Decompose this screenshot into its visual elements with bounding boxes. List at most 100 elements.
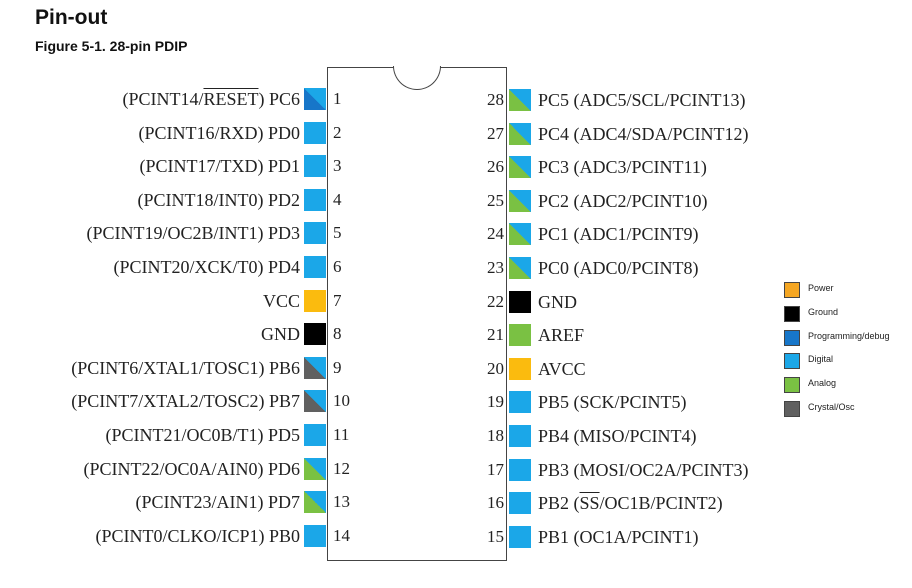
pin-color-swatch (509, 357, 531, 380)
pin-color-swatch (509, 425, 531, 447)
pin-label-text: PB1 (OC1A/PCINT1) (538, 526, 699, 547)
pin-label-text: AREF (538, 325, 585, 346)
pin-number: 4 (333, 189, 342, 209)
pin-number: 13 (333, 492, 350, 512)
pin-label-text: (PCINT16/RXD) PD0 (138, 122, 300, 143)
legend-label: Ground (808, 306, 839, 317)
pin-color-swatch (304, 424, 326, 446)
chip-body (327, 67, 507, 561)
pin-color-swatch (304, 121, 326, 144)
pin-number: 22 (487, 291, 504, 311)
pin-label-text: (PCINT23/AIN1) PD7 (135, 492, 301, 513)
legend-swatch (784, 401, 800, 417)
pin-number: 1 (333, 89, 342, 108)
pin-label: AREF (538, 324, 584, 346)
pin-number: 9 (333, 357, 342, 377)
pin-number: 27 (487, 123, 504, 143)
pin-label: (PCINT14/RESET) PC6 (122, 88, 300, 110)
pin-number: 25 (487, 190, 504, 210)
pin-number: 2 (333, 122, 342, 142)
pin-label: (PCINT22/OC0A/AIN0) PD6 (83, 458, 300, 480)
legend-label: Power (808, 283, 834, 293)
pin-number: 24 (487, 224, 504, 244)
pin-color-swatch (509, 257, 531, 279)
pin-color-swatch (304, 188, 326, 211)
legend-swatch (784, 282, 800, 298)
pin-color-swatch (509, 122, 531, 145)
pin-number: 16 (487, 493, 504, 513)
pin-label-text: (PCINT7/XTAL2/TOSC2) PB7 (71, 391, 300, 412)
pin-color-swatch (304, 390, 326, 413)
legend-swatch (784, 329, 800, 346)
pin-number: 14 (333, 525, 350, 545)
pin-label-text: PC0 (ADC0/PCINT8) (538, 258, 699, 278)
pin-number: 28 (487, 90, 504, 109)
legend-swatch (784, 377, 800, 394)
overlined-signal-name: SS (579, 493, 600, 514)
legend-label: Programming/debug (808, 330, 890, 341)
pin-color-swatch (304, 356, 326, 379)
pin-label: (PCINT18/INT0) PD2 (138, 189, 301, 211)
pin-label-text: PC1 (ADC1/PCINT9) (538, 224, 699, 245)
pin-color-swatch (304, 491, 326, 514)
pin-color-swatch (509, 290, 531, 313)
pin-color-swatch (509, 391, 531, 414)
pin-label-text: PB4 (MISO/PCINT4) (538, 426, 697, 446)
pin-number: 17 (487, 459, 504, 479)
pin-label-text: GND (538, 291, 577, 312)
pin-label-text: PB5 (SCK/PCINT5) (538, 392, 687, 413)
pin-color-swatch (509, 189, 531, 212)
pin-label-text: PC5 (ADC5/SCL/PCINT13) (538, 90, 746, 110)
pin-label-text: (PCINT20/XCK/T0) PD4 (113, 257, 300, 277)
pin-label-text: PC2 (ADC2/PCINT10) (538, 190, 708, 211)
pin-label: (PCINT21/OC0B/T1) PD5 (105, 424, 300, 446)
pin-label-text: PB2 ( (538, 493, 580, 514)
pin-color-swatch (509, 223, 531, 246)
legend-swatch (784, 305, 800, 322)
pin-label-text: AVCC (538, 358, 586, 379)
pin-number: 6 (333, 257, 342, 276)
pin-label: (PCINT0/CLKO/ICP1) PB0 (95, 525, 300, 547)
overlined-signal-name: RESET (203, 89, 259, 109)
pin-label: PC3 (ADC3/PCINT11) (538, 156, 707, 178)
pin-label-text: (PCINT6/XTAL1/TOSC1) PB6 (71, 357, 300, 378)
pin-color-swatch (509, 525, 531, 548)
pin-number: 7 (333, 290, 342, 310)
pin-label: PC5 (ADC5/SCL/PCINT13) (538, 89, 746, 111)
pin-label: PC2 (ADC2/PCINT10) (538, 190, 708, 212)
pin-color-swatch (509, 458, 531, 481)
pin-label: PB3 (MOSI/OC2A/PCINT3) (538, 459, 749, 481)
pin-label-text: PC3 (ADC3/PCINT11) (538, 157, 707, 178)
pin-number: 11 (333, 425, 350, 444)
pin-label: PC0 (ADC0/PCINT8) (538, 257, 699, 279)
pin-label: (PCINT17/TXD) PD1 (140, 155, 301, 177)
pin-label: (PCINT16/RXD) PD0 (138, 122, 300, 144)
pin-label-text: (PCINT18/INT0) PD2 (137, 189, 301, 210)
pin-number: 10 (333, 391, 350, 411)
pin-label-text: VCC (262, 290, 300, 311)
pin-number: 20 (487, 358, 504, 378)
pin-label: PB2 (SS/OC1B/PCINT2) (538, 492, 723, 514)
pin-color-swatch (304, 289, 326, 312)
pin-color-swatch (304, 222, 326, 245)
pin-number: 23 (487, 258, 504, 277)
pin-number: 18 (487, 426, 504, 445)
pin-number: 26 (487, 157, 504, 177)
pin-label: (PCINT20/XCK/T0) PD4 (113, 256, 300, 278)
pin-color-swatch (304, 256, 326, 278)
legend-label: Analog (808, 378, 837, 389)
pin-label: GND (261, 323, 300, 345)
pin-color-swatch (304, 323, 326, 346)
pin-label: PC4 (ADC4/SDA/PCINT12) (538, 123, 749, 145)
pin-label: (PCINT6/XTAL1/TOSC1) PB6 (71, 357, 300, 379)
pin-label: VCC (263, 290, 300, 312)
pin-number: 12 (333, 458, 350, 478)
pin-color-swatch (509, 156, 531, 179)
pin-number: 21 (487, 325, 504, 345)
pin-color-swatch (304, 524, 326, 547)
pin-label: PC1 (ADC1/PCINT9) (538, 223, 699, 245)
pin-number: 8 (333, 324, 342, 344)
pin-label-text: (PCINT22/OC0A/AIN0) PD6 (83, 458, 300, 479)
pin-number: 19 (487, 392, 504, 412)
pin-color-swatch (304, 155, 326, 178)
